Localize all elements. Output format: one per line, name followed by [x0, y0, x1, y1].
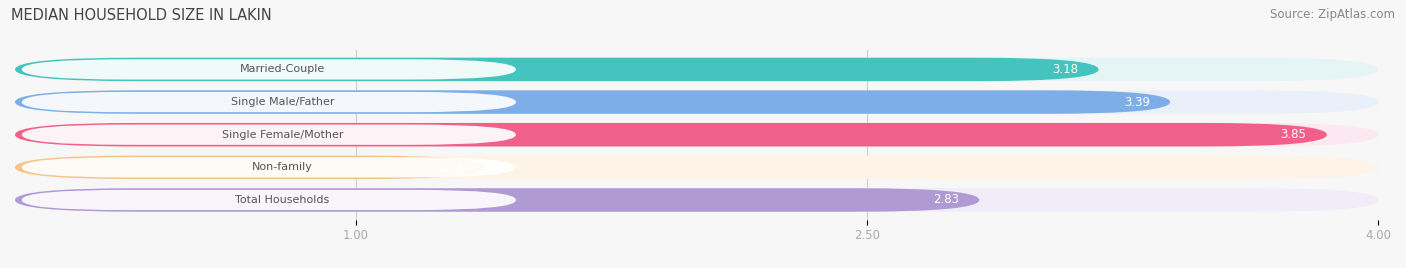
Text: Single Male/Father: Single Male/Father	[231, 97, 335, 107]
FancyBboxPatch shape	[22, 92, 516, 112]
FancyBboxPatch shape	[15, 156, 1378, 179]
FancyBboxPatch shape	[15, 58, 1098, 81]
FancyBboxPatch shape	[22, 157, 516, 177]
Text: 3.85: 3.85	[1281, 128, 1306, 141]
Text: MEDIAN HOUSEHOLD SIZE IN LAKIN: MEDIAN HOUSEHOLD SIZE IN LAKIN	[11, 8, 271, 23]
FancyBboxPatch shape	[15, 156, 485, 179]
FancyBboxPatch shape	[15, 123, 1378, 146]
FancyBboxPatch shape	[15, 188, 1378, 212]
Text: Source: ZipAtlas.com: Source: ZipAtlas.com	[1270, 8, 1395, 21]
FancyBboxPatch shape	[15, 90, 1378, 114]
FancyBboxPatch shape	[22, 125, 516, 145]
FancyBboxPatch shape	[15, 188, 980, 212]
FancyBboxPatch shape	[22, 190, 516, 210]
FancyBboxPatch shape	[15, 90, 1170, 114]
FancyBboxPatch shape	[15, 123, 1327, 146]
FancyBboxPatch shape	[22, 59, 516, 80]
Text: 3.39: 3.39	[1123, 96, 1150, 109]
Text: Single Female/Mother: Single Female/Mother	[222, 130, 343, 140]
Text: 3.18: 3.18	[1052, 63, 1078, 76]
Text: 1.38: 1.38	[439, 161, 465, 174]
Text: Non-family: Non-family	[252, 162, 314, 172]
FancyBboxPatch shape	[15, 58, 1378, 81]
Text: 2.83: 2.83	[932, 193, 959, 206]
Text: Total Households: Total Households	[235, 195, 329, 205]
Text: Married-Couple: Married-Couple	[240, 64, 325, 75]
